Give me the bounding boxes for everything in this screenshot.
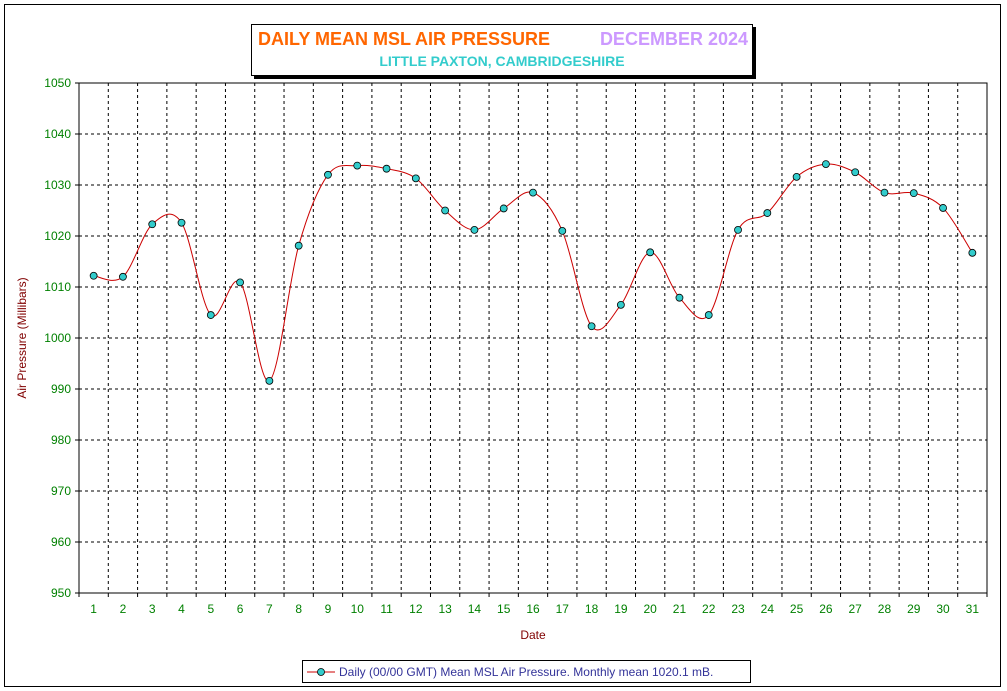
data-point: [294, 241, 303, 250]
x-tick-label: 30: [936, 602, 950, 616]
x-tick-label: 27: [849, 602, 863, 616]
x-tick-label: 25: [790, 602, 804, 616]
y-tick-label: 950: [51, 586, 71, 600]
y-tick-label: 1010: [44, 280, 71, 294]
x-tick-label: 18: [585, 602, 599, 616]
data-point: [968, 248, 977, 257]
plot-area-border: [78, 82, 988, 594]
chart-title-period: DECEMBER 2024: [599, 29, 748, 49]
x-tick-label: 17: [556, 602, 570, 616]
data-point: [939, 204, 947, 212]
data-point: [382, 164, 391, 173]
data-point: [851, 168, 860, 177]
data-point: [529, 188, 537, 197]
x-tick-label: 31: [966, 602, 980, 616]
x-tick-label: 20: [643, 602, 657, 616]
x-tick-label: 6: [237, 602, 244, 616]
x-tick-label: 19: [614, 602, 628, 616]
data-point: [792, 172, 801, 181]
data-point: [119, 272, 127, 281]
x-tick-label: 4: [178, 602, 185, 616]
legend-swatch-icon: [307, 668, 335, 676]
pressure-line-chart: 950960970980990100010101020103010401050 …: [15, 76, 988, 642]
x-tick-label: 21: [673, 602, 687, 616]
x-tick-label: 14: [468, 602, 482, 616]
data-point: [909, 189, 918, 198]
plot-grid: [79, 83, 987, 593]
chart-title-box: DAILY MEAN MSL AIR PRESSURE DECEMBER 202…: [251, 24, 753, 76]
chart-subtitle: LITTLE PAXTON, CAMBRIDGESHIRE: [379, 53, 625, 69]
data-point: [265, 376, 274, 385]
data-point: [324, 170, 332, 179]
data-point: [441, 206, 450, 215]
x-tick-label: 23: [731, 602, 745, 616]
data-point: [411, 174, 420, 183]
data-point: [763, 209, 772, 217]
x-tick-label: 13: [438, 602, 452, 616]
chart-title: DAILY MEAN MSL AIR PRESSURE: [258, 29, 551, 49]
data-point: [148, 220, 157, 229]
x-tick-label: 8: [295, 602, 302, 616]
y-tick-label: 1000: [44, 331, 71, 345]
x-axis-ticks: 1 2 3 4 5 6 7 8 9 10 11 12 13 14 15 16 17 18 19 20 21 22 23 24 2…: [78, 593, 988, 616]
x-tick-label: 12: [409, 602, 423, 616]
x-tick-label: 24: [761, 602, 775, 616]
data-point: [177, 218, 186, 227]
y-tick-label: 980: [51, 433, 71, 447]
legend-label: Daily (00/00 GMT) Mean MSL Air Pressure.…: [339, 665, 714, 679]
x-axis-title: Date: [520, 628, 546, 642]
data-point: [236, 278, 244, 287]
x-tick-label: 10: [351, 602, 365, 616]
x-tick-label: 26: [819, 602, 833, 616]
y-tick-label: 960: [51, 535, 71, 549]
y-tick-label: 1030: [44, 178, 71, 192]
y-tick-label: 1040: [44, 127, 71, 141]
data-point: [587, 322, 596, 331]
y-tick-label: 1020: [44, 229, 71, 243]
data-point: [616, 300, 625, 309]
x-tick-label: 22: [702, 602, 716, 616]
x-tick-label: 5: [207, 602, 214, 616]
x-tick-label: 9: [325, 602, 332, 616]
y-tick-label: 990: [51, 382, 71, 396]
y-axis-title: Air Pressure (Millibars): [15, 277, 29, 398]
data-point: [734, 225, 742, 234]
x-tick-label: 15: [497, 602, 511, 616]
x-tick-label: 3: [149, 602, 156, 616]
data-point: [646, 248, 655, 257]
x-tick-label: 7: [266, 602, 273, 616]
x-tick-label: 11: [380, 602, 393, 616]
y-axis-ticks: 950 960 970 980 990 1000 1010 1020 1030 1040 1050: [44, 76, 79, 600]
data-point: [675, 293, 684, 302]
y-tick-label: 1050: [44, 76, 71, 90]
x-tick-label: 28: [878, 602, 892, 616]
data-point: [89, 271, 98, 280]
series-markers: [89, 160, 977, 385]
legend: Daily (00/00 GMT) Mean MSL Air Pressure.…: [302, 660, 751, 683]
x-tick-label: 29: [907, 602, 921, 616]
x-tick-label: 1: [90, 602, 97, 616]
data-point: [470, 225, 479, 234]
data-point: [353, 161, 362, 170]
data-point: [558, 226, 567, 235]
data-point: [880, 188, 889, 197]
data-point: [499, 204, 508, 213]
x-tick-label: 16: [526, 602, 540, 616]
data-point: [822, 160, 830, 168]
y-tick-label: 970: [51, 484, 71, 498]
x-tick-label: 2: [120, 602, 127, 616]
data-point: [704, 311, 713, 319]
chart-frame: [4, 4, 1001, 687]
data-point: [206, 311, 215, 319]
